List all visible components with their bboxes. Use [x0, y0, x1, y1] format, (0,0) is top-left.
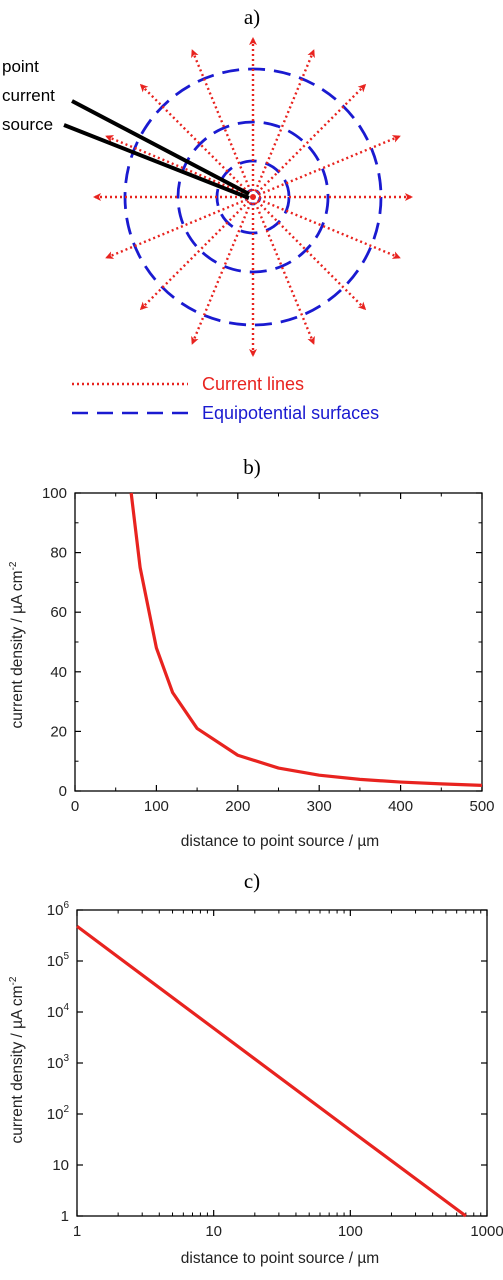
equipotential-circle — [176, 120, 330, 274]
x-tick-label: 1 — [73, 1223, 81, 1240]
chart-b: 0 100 200 300 400 500 0 20 40 60 80 100 — [42, 485, 495, 815]
source-label-line-1: point — [2, 57, 39, 76]
panel-c-label: c) — [244, 869, 260, 893]
panel-b-label: b) — [243, 455, 261, 479]
x-tick-label: 0 — [71, 798, 79, 815]
data-curve — [76, 924, 467, 1218]
legend-current-text: Current lines — [202, 374, 304, 394]
current-line — [254, 202, 315, 345]
current-line — [256, 83, 367, 194]
x-tick-label: 500 — [469, 798, 494, 815]
source-label-line-2: current — [2, 86, 55, 105]
x-tick-label: 200 — [225, 798, 250, 815]
x-tick-label: 10 — [205, 1223, 222, 1240]
point-source — [250, 194, 256, 200]
y-tick-label: 106 — [47, 900, 70, 919]
y-tick-label: 0 — [59, 783, 67, 800]
y-tick-label: 20 — [50, 723, 67, 740]
current-line — [258, 135, 401, 196]
current-line — [105, 198, 248, 259]
chart-c: 1 10 100 1000 1 10 102 103 104 105 106 — [47, 900, 503, 1240]
x-tick-label: 300 — [307, 798, 332, 815]
source-pointer-line — [63, 123, 250, 200]
y-tick-label: 60 — [50, 604, 67, 621]
chart-b-xlabel: distance to point source / µm — [181, 833, 379, 850]
current-line — [258, 198, 401, 259]
source-pointer-line — [71, 99, 250, 196]
y-tick-label: 1 — [61, 1208, 69, 1225]
data-curve — [129, 492, 483, 787]
x-tick-label: 100 — [144, 798, 169, 815]
y-tick-label: 105 — [47, 951, 70, 970]
plot-frame — [76, 909, 488, 1217]
y-tick-label: 102 — [47, 1104, 70, 1123]
y-tick-label: 40 — [50, 664, 67, 681]
current-line — [254, 49, 315, 192]
chart-c-ylabel: current density / µA cm-2 — [8, 976, 26, 1143]
source-label-line-3: source — [2, 115, 53, 134]
chart-b-ylabel: current density / µA cm-2 — [8, 561, 26, 728]
current-line — [256, 200, 367, 311]
panel-a-diagram — [63, 37, 413, 357]
current-line — [191, 49, 252, 192]
legend-equipotential-text: Equipotential surfaces — [202, 403, 379, 423]
current-line — [139, 200, 250, 311]
y-tick-label: 10 — [52, 1157, 69, 1174]
x-tick-label: 1000 — [470, 1223, 503, 1240]
current-line — [191, 202, 252, 345]
current-line — [105, 135, 248, 196]
y-tick-label: 100 — [42, 485, 67, 502]
y-tick-label: 104 — [47, 1002, 70, 1021]
current-line — [139, 83, 250, 194]
x-tick-label: 400 — [388, 798, 413, 815]
chart-c-xlabel: distance to point source / µm — [181, 1250, 379, 1267]
x-tick-label: 100 — [338, 1223, 363, 1240]
y-tick-label: 80 — [50, 545, 67, 562]
panel-a-label: a) — [244, 5, 260, 29]
y-tick-label: 103 — [47, 1053, 70, 1072]
